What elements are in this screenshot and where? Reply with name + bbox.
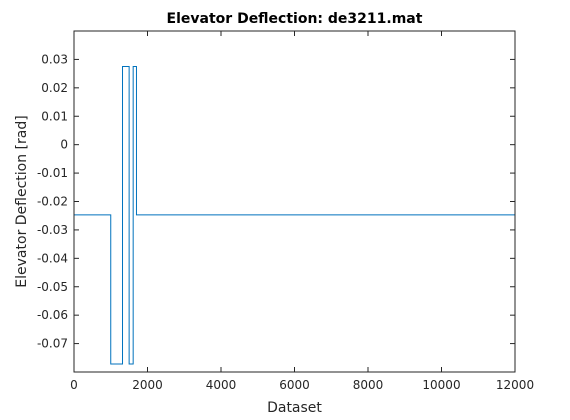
series-line-1 bbox=[74, 66, 515, 365]
plot-area bbox=[74, 31, 515, 372]
y-tick-label: -0.02 bbox=[37, 195, 68, 209]
y-axis-label: Elevator Deflection [rad] bbox=[14, 115, 30, 287]
y-tick-label: -0.01 bbox=[37, 166, 68, 180]
y-tick-label: 0 bbox=[60, 138, 68, 152]
x-tick-label: 12000 bbox=[496, 378, 534, 392]
y-tick-label: -0.04 bbox=[37, 251, 68, 265]
y-tick-label: 0.01 bbox=[41, 109, 68, 123]
chart-title: Elevator Deflection: de3211.mat bbox=[167, 11, 423, 27]
y-tick-label: 0.03 bbox=[41, 52, 68, 66]
series-layer bbox=[74, 66, 515, 365]
ticks-layer: 0 2000 4000 6000 8000 10000 12000 0.03 0.02 0.01 0… bbox=[37, 31, 534, 392]
x-tick-label: 6000 bbox=[279, 378, 310, 392]
y-tick-label: 0.02 bbox=[41, 81, 68, 95]
x-axis-label: Dataset bbox=[267, 400, 322, 416]
x-tick-label: 2000 bbox=[132, 378, 163, 392]
x-tick-label: 10000 bbox=[422, 378, 460, 392]
y-tick-label: -0.05 bbox=[37, 280, 68, 294]
x-tick-label: 4000 bbox=[206, 378, 237, 392]
axes-box bbox=[73, 30, 516, 373]
x-tick-label: 0 bbox=[70, 378, 78, 392]
y-tick-label: -0.03 bbox=[37, 223, 68, 237]
x-tick-label: 8000 bbox=[353, 378, 384, 392]
y-tick-label: -0.06 bbox=[37, 308, 68, 322]
y-tick-label: -0.07 bbox=[37, 337, 68, 351]
